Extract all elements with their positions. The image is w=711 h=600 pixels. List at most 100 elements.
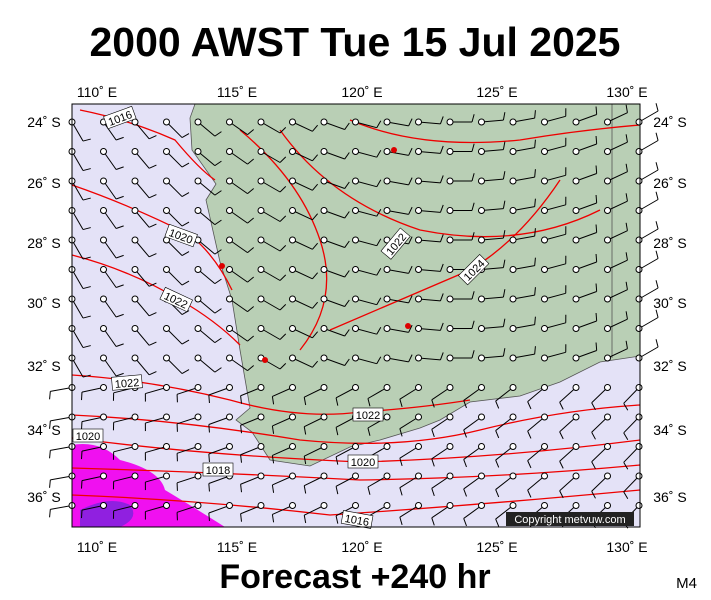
barb-staff	[386, 298, 409, 304]
barb-flag	[408, 265, 413, 274]
barb-flag	[534, 169, 536, 178]
barb-station	[478, 236, 485, 244]
barb-station	[509, 148, 517, 155]
barb-staff	[304, 416, 325, 428]
barb-station	[383, 502, 391, 509]
barb-station	[163, 266, 170, 273]
barb-station	[383, 118, 391, 126]
barb-flag	[148, 371, 157, 376]
barb-staff	[355, 180, 377, 188]
barb-station	[163, 443, 170, 450]
barb-flag	[623, 403, 629, 411]
barb-staff	[166, 328, 183, 345]
barb-staff	[386, 269, 409, 274]
barb-staff	[527, 475, 545, 491]
barb-station	[509, 207, 517, 214]
barb-station	[446, 354, 454, 362]
barb-staff	[134, 210, 150, 228]
barb-staff	[481, 355, 504, 359]
isobar-label-box	[352, 407, 384, 422]
barb-staff	[481, 296, 504, 300]
barb-staff	[292, 269, 313, 280]
lon-label: 125˚ E	[476, 539, 517, 555]
barb-staff	[463, 505, 482, 519]
lon-label: 120˚ E	[341, 84, 382, 100]
barb-staff	[463, 416, 482, 431]
barb-station	[604, 295, 611, 303]
barb-staff	[544, 174, 566, 182]
barb-station	[541, 118, 548, 126]
barb-station	[194, 118, 202, 126]
barb-flag	[408, 354, 413, 363]
barb-flag	[502, 112, 506, 121]
barb-staff	[386, 328, 409, 333]
barb-station	[257, 502, 265, 509]
barb-flag	[247, 217, 255, 224]
isobar-label-text: 1016	[344, 513, 370, 529]
barb-flag	[471, 143, 475, 152]
barb-staff	[512, 353, 535, 359]
barb-staff	[81, 475, 104, 482]
isobar-label: 1020	[347, 454, 379, 469]
barb-flag	[82, 227, 91, 231]
barb-flag	[181, 310, 190, 315]
barb-flag	[376, 120, 382, 128]
barb-staff	[71, 269, 84, 289]
barb-flag	[471, 350, 475, 359]
barb-station	[257, 118, 265, 126]
barb-flag	[408, 295, 413, 304]
barb-staff	[71, 298, 84, 319]
barb-flag	[82, 168, 91, 172]
barb-station	[446, 502, 454, 509]
barb-station	[194, 325, 202, 332]
barb-flag	[408, 236, 413, 245]
barb-station	[478, 207, 485, 214]
barb-flag	[534, 228, 536, 237]
barb-staff	[386, 180, 409, 186]
barb-flag	[214, 190, 222, 196]
isobar-label-box	[159, 286, 193, 313]
barb-station	[257, 207, 265, 214]
barb-station	[541, 354, 548, 362]
barb-station	[131, 443, 139, 450]
barb-staff	[512, 147, 535, 152]
barb-staff	[481, 208, 504, 211]
barb-station	[194, 207, 202, 214]
barb-staff	[544, 233, 566, 241]
barb-staff	[335, 416, 356, 428]
barb-station	[226, 266, 233, 273]
barb-flag	[247, 129, 255, 136]
barb-flag	[115, 372, 124, 377]
barb-staff	[418, 328, 441, 331]
barb-station	[509, 295, 517, 303]
barb-staff	[638, 199, 659, 211]
barb-flag	[439, 175, 444, 184]
barb-station	[163, 207, 170, 214]
barb-station	[289, 384, 296, 391]
barb-staff	[197, 328, 216, 344]
barb-flag	[148, 223, 157, 228]
barb-staff	[386, 121, 409, 127]
barb-staff	[71, 328, 84, 348]
barb-station	[289, 413, 296, 421]
barb-staff	[367, 416, 388, 429]
barb-staff	[544, 115, 566, 123]
barb-staff	[399, 387, 419, 400]
barb-station	[541, 266, 548, 273]
barb-flag	[431, 458, 435, 467]
barb-flag	[502, 318, 506, 327]
barb-station	[509, 384, 517, 391]
barb-flag	[82, 374, 91, 378]
barb-station	[320, 384, 328, 391]
barb-flag	[399, 517, 403, 525]
barb-station	[446, 443, 454, 450]
barb-staff	[240, 446, 262, 456]
barb-station	[383, 266, 391, 273]
barb-staff	[512, 265, 535, 270]
barb-flag	[214, 337, 222, 344]
barb-station	[320, 295, 328, 303]
isobar-label-text: 1018	[206, 465, 230, 477]
barb-station	[100, 207, 107, 214]
barb-staff	[197, 121, 216, 137]
barb-staff	[512, 117, 535, 123]
